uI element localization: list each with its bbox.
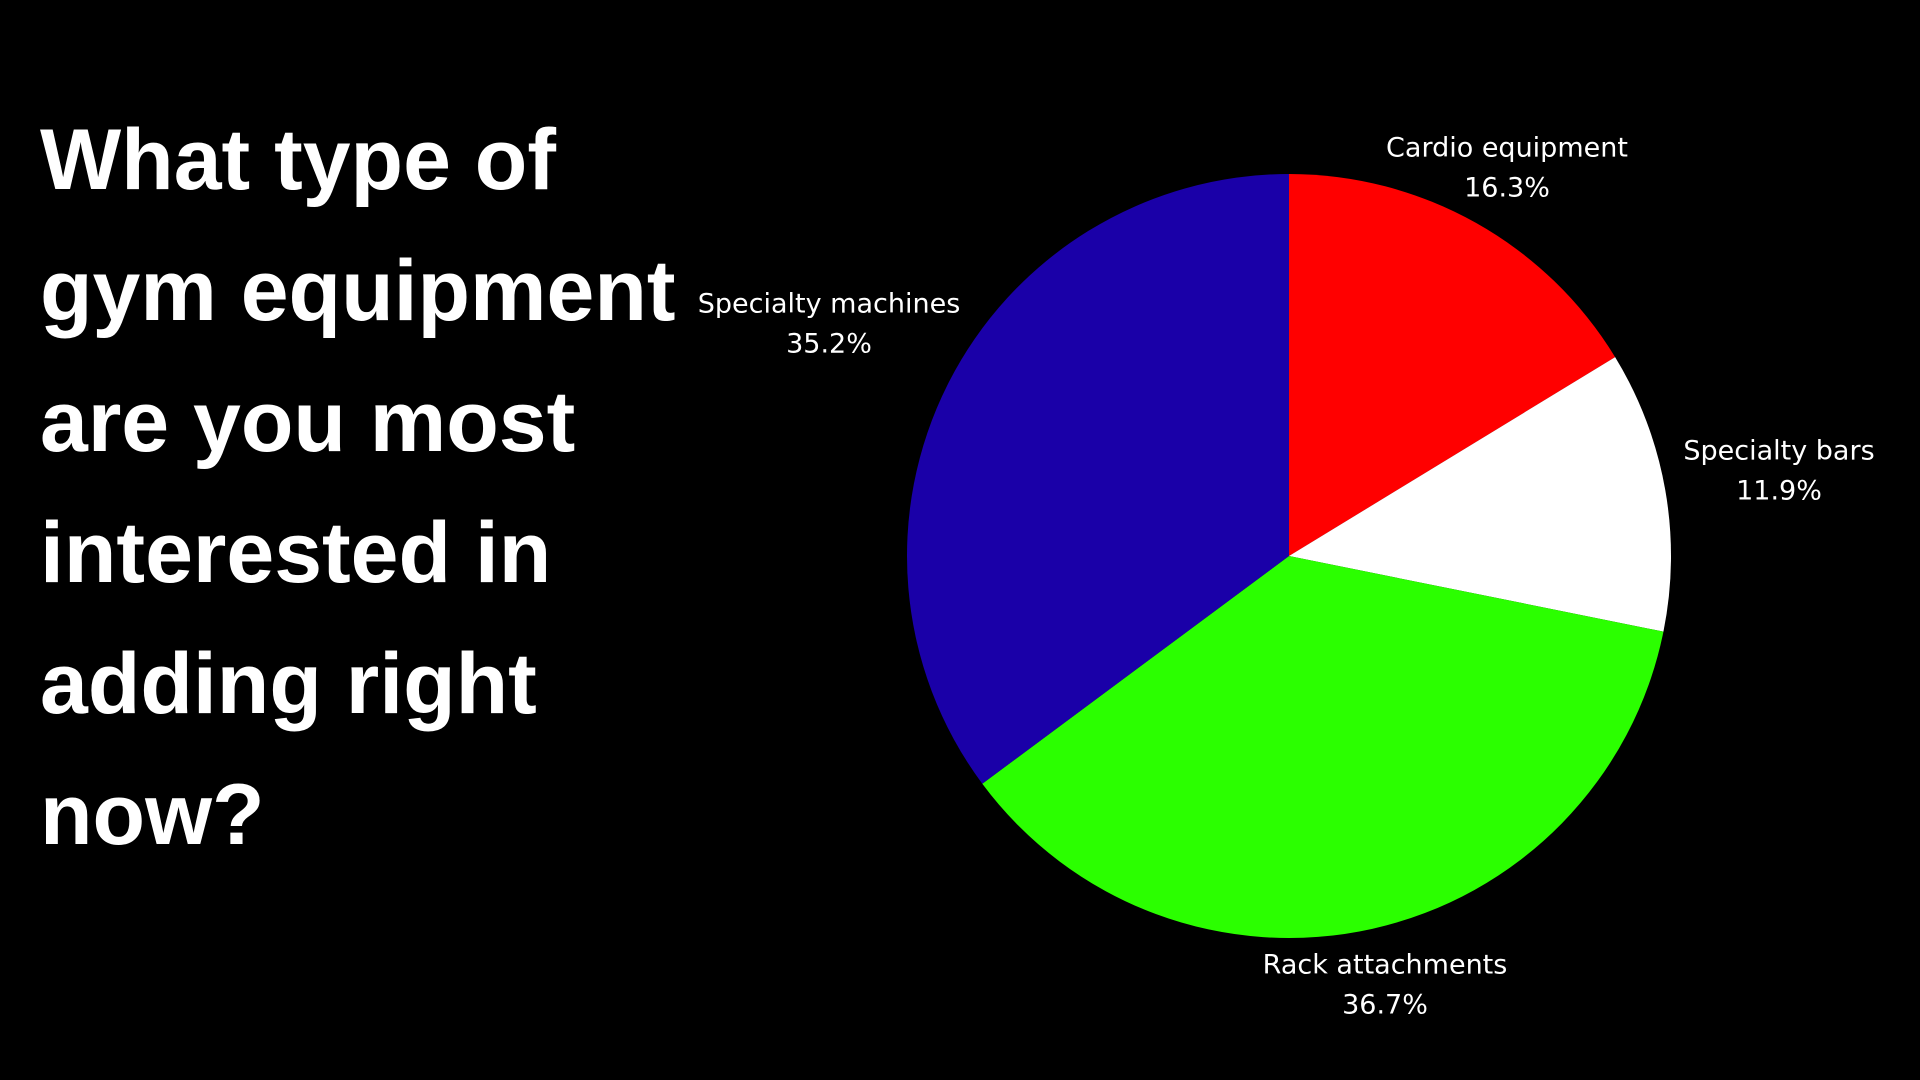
pie-slice [982,556,1664,938]
slice-value-label: 11.9% [1736,476,1822,507]
slice-value-label: 16.3% [1464,173,1550,204]
pie-slice [1289,357,1672,632]
slice-label: Cardio equipment [1386,133,1628,164]
pie-slice [907,174,1289,784]
slice-label: Specialty bars [1683,436,1874,467]
slice-label: Specialty machines [698,289,961,320]
chart-title: What type of gym equipment are you most … [40,112,676,863]
slice-value-label: 36.7% [1342,990,1428,1021]
pie-slice [1289,174,1616,556]
slice-value-label: 35.2% [786,329,872,360]
slice-label: Rack attachments [1263,950,1508,981]
